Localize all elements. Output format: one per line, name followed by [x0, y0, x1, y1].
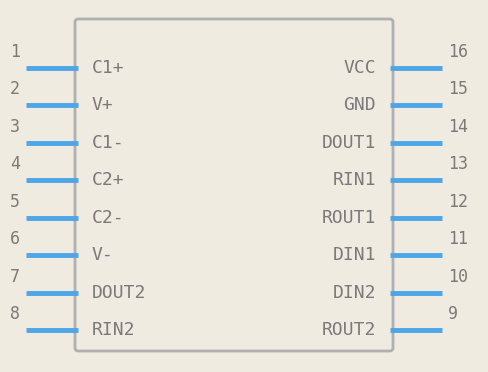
Text: 13: 13: [448, 155, 468, 173]
Text: 9: 9: [448, 305, 458, 323]
Text: 11: 11: [448, 230, 468, 248]
Text: 2: 2: [10, 80, 20, 99]
Text: 12: 12: [448, 193, 468, 211]
Text: 8: 8: [10, 305, 20, 323]
Text: 4: 4: [10, 155, 20, 173]
Text: ROUT1: ROUT1: [322, 209, 376, 227]
Text: DOUT1: DOUT1: [322, 134, 376, 152]
Text: ROUT2: ROUT2: [322, 321, 376, 339]
Text: C2-: C2-: [92, 209, 124, 227]
Text: 14: 14: [448, 118, 468, 136]
Text: DIN1: DIN1: [332, 246, 376, 264]
Text: DOUT2: DOUT2: [92, 283, 146, 302]
Text: 16: 16: [448, 43, 468, 61]
Text: V+: V+: [92, 96, 114, 115]
Text: C1+: C1+: [92, 59, 124, 77]
Text: 1: 1: [10, 43, 20, 61]
Text: 5: 5: [10, 193, 20, 211]
Text: GND: GND: [344, 96, 376, 115]
Text: VCC: VCC: [344, 59, 376, 77]
Text: 7: 7: [10, 267, 20, 286]
Text: 15: 15: [448, 80, 468, 99]
Text: 10: 10: [448, 267, 468, 286]
FancyBboxPatch shape: [75, 19, 393, 351]
Text: V-: V-: [92, 246, 114, 264]
Text: RIN1: RIN1: [332, 171, 376, 189]
Text: C2+: C2+: [92, 171, 124, 189]
Text: 3: 3: [10, 118, 20, 136]
Text: 6: 6: [10, 230, 20, 248]
Text: DIN2: DIN2: [332, 283, 376, 302]
Text: RIN2: RIN2: [92, 321, 136, 339]
Text: C1-: C1-: [92, 134, 124, 152]
